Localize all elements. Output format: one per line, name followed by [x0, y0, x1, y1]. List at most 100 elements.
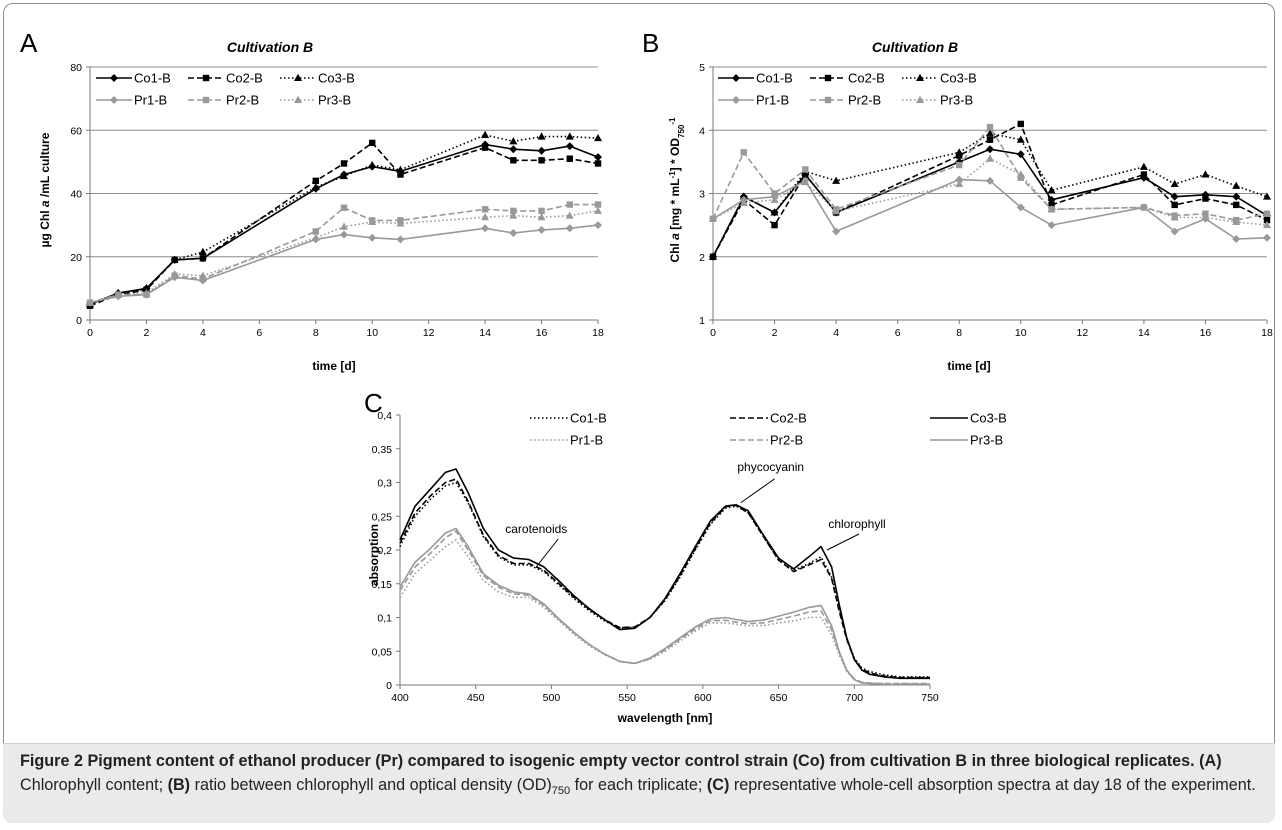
panel-b-legend-marker-4 — [824, 96, 832, 104]
panel-b-series-1-point-6 — [986, 136, 994, 143]
panel-b-x-ticks: 0 2 4 6 8 10 12 14 16 18 — [710, 320, 1273, 339]
panel-a-x-tick-label-0: 0 — [87, 327, 93, 339]
panel-a-legend-marker-2 — [294, 73, 302, 81]
panel-a-legend: Co1-B Co2-B Co3-B Pr1-B Pr2-B Pr3-B — [96, 71, 355, 108]
panel-b-legend: Co1-B Co2-B Co3-B Pr1-B Pr2-B Pr3-B — [718, 71, 977, 108]
panel-a-series-3-point-11 — [537, 225, 546, 234]
panel-a-series-1-point-13 — [594, 160, 602, 167]
panel-b-series-2-point-10 — [1170, 179, 1179, 188]
panel-b-series-line-2 — [712, 132, 1268, 258]
panel-a-series-2-point-9 — [481, 130, 490, 138]
panel-c-x-tick-label-1: 450 — [467, 692, 485, 704]
panel-b-series-0-point-7 — [1016, 150, 1025, 159]
panel-a-series-1-point-6 — [340, 160, 348, 167]
panel-b-y-label-sup-2: -1 — [668, 117, 677, 125]
panel-a-series-line-4 — [89, 203, 598, 304]
panel-a-x-tick-label-7: 14 — [479, 327, 491, 339]
panel-a-series-2-point-10 — [509, 137, 518, 145]
panel-c-annotation-line-0 — [535, 538, 559, 568]
panel-b-y-label-sup-1: -1 — [668, 171, 677, 179]
panel-a-legend-marker-5 — [294, 95, 302, 103]
panel-b-series-3-point-4 — [832, 227, 841, 236]
panel-b-series-1-point-10 — [1171, 201, 1178, 209]
panel-c-y-tick-label-6: 0,3 — [377, 478, 392, 490]
panel-b-series-4-point-1 — [740, 149, 747, 156]
panel-c-x-tick-label-3: 550 — [618, 692, 636, 704]
panel-b-y-tick-label-0: 1 — [699, 315, 705, 327]
panel-a-legend-marker-4 — [202, 96, 210, 104]
panel-a-series-5-point-8 — [396, 219, 405, 227]
panel-c-y-tick-label-3: 0,15 — [372, 579, 393, 591]
panel-c-x-label: wavelength [nm] — [617, 711, 713, 725]
panel-b-y-label-part-3: [mg * mL — [668, 178, 682, 233]
panel-c-x-tick-label-6: 700 — [846, 692, 864, 704]
panel-a-series-4-point-6 — [340, 204, 348, 211]
panel-a-y-label-part-3: /mL culture — [38, 132, 52, 200]
caption-title: Pigment content of ethanol producer (Pr)… — [87, 752, 1195, 770]
panel-c-y-tick-label-8: 0,4 — [377, 410, 392, 422]
panel-a-y-tick-label-0: 0 — [76, 315, 82, 327]
panel-c-x-ticks: 400 450 500 550 600 650 700 750 — [391, 685, 939, 704]
panel-b-series-4-point-3 — [802, 166, 809, 173]
panel-b-y-label-part-4: ] * OD — [668, 138, 682, 172]
panel-b-series-1-point-12 — [1233, 201, 1240, 209]
panel-a-x-tick-label-4: 8 — [313, 327, 319, 339]
panel-b-x-label: time [d] — [947, 359, 990, 373]
panel-c-x-tick-label-4: 600 — [694, 692, 712, 704]
panel-a-series-5-point-12 — [565, 211, 574, 219]
panel-c-annotation-line-2 — [826, 533, 860, 551]
panel-b-series-5-point-0 — [709, 214, 717, 222]
panel-b-series-line-0 — [712, 148, 1268, 258]
panel-a-series-4-point-5 — [312, 228, 319, 235]
panel-a-series-4-point-13 — [594, 201, 602, 208]
panel-a-x-tick-label-1: 2 — [144, 327, 150, 339]
panel-b-y-tick-label-2: 3 — [699, 189, 705, 201]
panel-b-series-5-point-1 — [739, 198, 748, 206]
panel-b-series-4-point-2 — [771, 190, 778, 197]
panel-b-y-label: Chl a [mg * mL-1] * OD750-1 — [668, 117, 686, 263]
panel-b-legend-marker-2 — [916, 73, 924, 81]
panel-b-series-line-4 — [712, 126, 1268, 221]
panel-c-axes — [399, 415, 930, 686]
panel-a-series-3-point-7 — [368, 233, 377, 242]
panel-a-y-tick-label-2: 40 — [70, 189, 82, 201]
panel-a-series-3-point-9 — [481, 224, 490, 233]
panel-b-series-2-point-4 — [832, 176, 841, 184]
panel-b-series-2-point-11 — [1201, 170, 1210, 178]
panel-b-legend-label-5: Pr3-B — [940, 93, 973, 108]
panel-a-series — [86, 130, 602, 309]
panel-a-legend-marker-3 — [110, 96, 118, 104]
panel-b-legend-marker-0 — [732, 74, 740, 82]
panel-a-series-2-point-5 — [311, 182, 320, 191]
panel-a-legend-label-1: Co2-B — [226, 71, 263, 86]
panel-b-series-1-point-8 — [1048, 201, 1055, 209]
panel-c-y-tick-label-1: 0,05 — [372, 646, 393, 658]
panel-a-series-5-point-13 — [594, 206, 602, 214]
panel-b-y-tick-label-4: 5 — [699, 62, 705, 74]
panel-c-x-tick-label-5: 650 — [770, 692, 788, 704]
panel-a-series-5-point-9 — [481, 213, 490, 221]
panel-c-series — [399, 468, 930, 686]
panel-b-y-tick-label-3: 4 — [699, 125, 705, 137]
panel-c-legend-label-1: Co2-B — [770, 411, 807, 426]
panel-c-legend-label-0: Co1-B — [570, 411, 607, 426]
panel-a-y-tick-label-1: 20 — [70, 252, 82, 264]
panel-c-x-tick-label-0: 400 — [391, 692, 409, 704]
panel-b-series-4-point-6 — [986, 123, 994, 131]
panel-c-y-tick-label-2: 0,1 — [377, 613, 392, 625]
panel-a-series-1-point-12 — [566, 155, 573, 162]
panel-a-series-0-point-11 — [537, 146, 546, 155]
panel-b-x-tick-label-0: 0 — [710, 327, 716, 339]
panel-a-y-tick-label-3: 60 — [70, 125, 82, 137]
panel-b-series-5-point-9 — [1139, 203, 1148, 211]
panel-a-y-tick-label-4: 80 — [70, 62, 82, 74]
caption-part-c-text: representative whole-cell absorption spe… — [733, 776, 1256, 794]
panel-b-series-5-point-4 — [832, 207, 841, 215]
panel-a-legend-label-0: Co1-B — [134, 71, 171, 86]
panel-b-x-tick-label-8: 16 — [1200, 327, 1212, 339]
panel-b-x-tick-label-2: 4 — [833, 327, 839, 339]
panel-a-series-5-point-1 — [114, 290, 123, 298]
panel-a-series-2-point-8 — [396, 165, 405, 173]
figure-caption: Figure 2 Pigment content of ethanol prod… — [20, 749, 1260, 803]
panel-c: C 400 450 500 550 600 650 700 750 00,050,10,150… — [364, 388, 1007, 725]
